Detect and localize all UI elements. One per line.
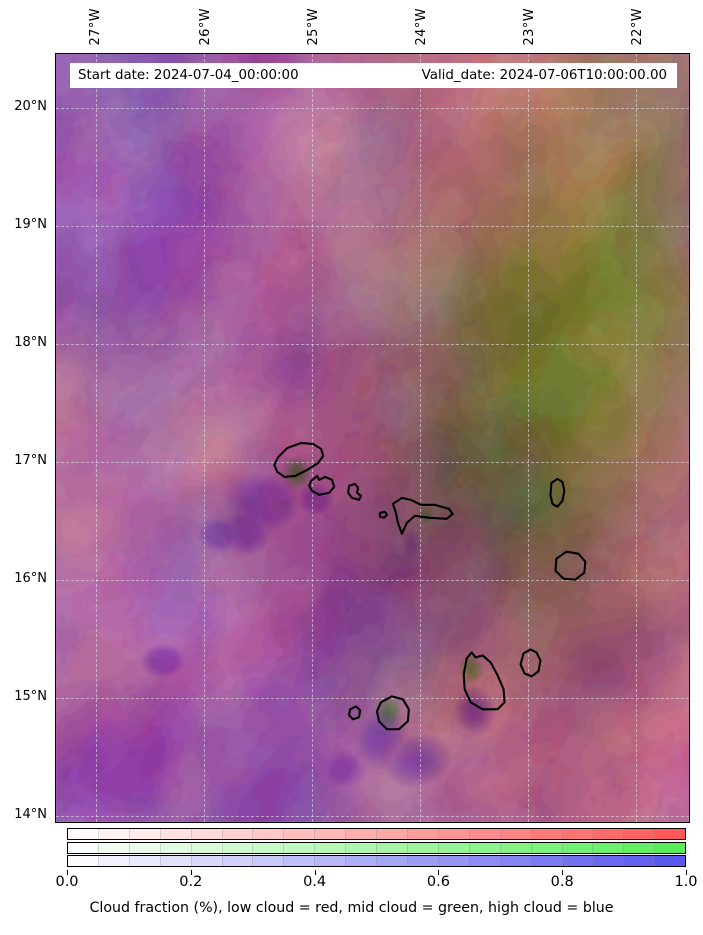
title-box: Start date: 2024-07-04_00:00:00 Valid_da…	[70, 63, 677, 88]
x-tick-label: 24°W	[414, 8, 429, 46]
x-tick-label: 26°W	[198, 8, 213, 46]
colorbar-segment	[191, 856, 223, 866]
colorbar-segment	[346, 829, 378, 839]
colorbar-segment	[191, 842, 223, 853]
colorbar-segment	[160, 829, 192, 839]
colorbar-tick	[314, 870, 316, 875]
colorbar-caption: Cloud fraction (%), low cloud = red, mid…	[89, 900, 614, 916]
colorbar-segment	[253, 842, 285, 853]
colorbar-segment	[160, 856, 192, 866]
colorbar-segment	[500, 829, 532, 839]
colorbar-segment	[593, 856, 625, 866]
colorbar-segment	[531, 829, 563, 839]
x-tick-label: 23°W	[522, 8, 537, 46]
colorbar-segment	[98, 829, 130, 839]
colorbar-segment	[593, 829, 625, 839]
colorbar[interactable]: 0.0 0.2 0.4 0.6 0.8 1.0	[55, 828, 698, 890]
colorbar-segment	[655, 829, 686, 839]
x-tick-label: 22°W	[630, 8, 645, 46]
colorbar-tick-label: 0.8	[550, 874, 574, 890]
colorbar-segment	[655, 842, 686, 853]
colorbar-tick	[438, 870, 440, 875]
colorbar-segment	[129, 829, 161, 839]
colorbar-segment	[222, 842, 254, 853]
colorbar-segment	[500, 842, 532, 853]
colorbar-segment	[346, 842, 378, 853]
colorbar-segment	[469, 842, 501, 853]
colorbar-segment	[129, 856, 161, 866]
colorbar-segment	[160, 842, 192, 853]
colorbar-segment	[68, 842, 99, 853]
colorbar-segment	[284, 842, 316, 853]
valid-date-label: Valid_date: 2024-07-06T10:00:00.00	[421, 68, 667, 83]
x-tick-label: 25°W	[306, 8, 321, 46]
colorbar-segment	[438, 829, 470, 839]
colorbar-segment	[407, 856, 439, 866]
colorbar-segment	[315, 842, 347, 853]
colorbar-segment	[500, 856, 532, 866]
map-axes[interactable]: Start date: 2024-07-04_00:00:00 Valid_da…	[55, 53, 690, 823]
colorbar-segment	[407, 829, 439, 839]
y-tick-label: 17°N	[14, 453, 47, 468]
colorbar-segment	[191, 829, 223, 839]
colorbar-segment	[315, 856, 347, 866]
colorbar-tick-label: 0.0	[55, 874, 79, 890]
colorbar-segment	[129, 842, 161, 853]
x-tick-label: 27°W	[88, 8, 103, 46]
colorbar-segment	[284, 856, 316, 866]
y-tick-label: 18°N	[14, 335, 47, 350]
colorbar-segment	[98, 856, 130, 866]
cloud-fraction-field	[56, 54, 689, 822]
colorbar-segment	[562, 829, 594, 839]
colorbar-segment	[438, 856, 470, 866]
y-tick-label: 19°N	[14, 217, 47, 232]
colorbar-segment	[407, 842, 439, 853]
colorbar-band-low-cloud	[67, 828, 686, 840]
colorbar-tick	[686, 870, 687, 875]
start-date-label: Start date: 2024-07-04_00:00:00	[78, 68, 299, 83]
colorbar-segment	[253, 829, 285, 839]
y-tick-label: 20°N	[14, 99, 47, 114]
colorbar-segment	[284, 829, 316, 839]
colorbar-tick	[562, 870, 564, 875]
colorbar-tick	[67, 870, 68, 875]
colorbar-segment	[593, 842, 625, 853]
colorbar-segment	[315, 829, 347, 839]
colorbar-segment	[377, 856, 408, 866]
colorbar-segment	[469, 829, 501, 839]
colorbar-segment	[624, 829, 656, 839]
colorbar-tick-label: 0.2	[179, 874, 203, 890]
colorbar-segment	[624, 856, 656, 866]
colorbar-band-high-cloud	[67, 855, 686, 867]
colorbar-tick-label: 0.4	[303, 874, 327, 890]
colorbar-segment	[531, 842, 563, 853]
colorbar-segment	[68, 856, 99, 866]
colorbar-segment	[377, 829, 408, 839]
colorbar-segment	[655, 856, 686, 866]
y-tick-label: 14°N	[14, 807, 47, 822]
colorbar-segment	[624, 842, 656, 853]
colorbar-segment	[222, 856, 254, 866]
colorbar-segment	[222, 829, 254, 839]
colorbar-tick-label: 1.0	[674, 874, 698, 890]
colorbar-segment	[253, 856, 285, 866]
colorbar-segment	[98, 842, 130, 853]
colorbar-tick-label: 0.6	[426, 874, 450, 890]
colorbar-tick	[190, 870, 192, 875]
colorbar-band-mid-cloud	[67, 841, 686, 854]
y-tick-label: 16°N	[14, 571, 47, 586]
colorbar-segment	[469, 856, 501, 866]
y-tick-label: 15°N	[14, 689, 47, 704]
colorbar-segment	[562, 842, 594, 853]
colorbar-segment	[562, 856, 594, 866]
colorbar-segment	[377, 842, 408, 853]
colorbar-segment	[531, 856, 563, 866]
colorbar-segment	[438, 842, 470, 853]
colorbar-segment	[346, 856, 378, 866]
colorbar-segment	[68, 829, 99, 839]
